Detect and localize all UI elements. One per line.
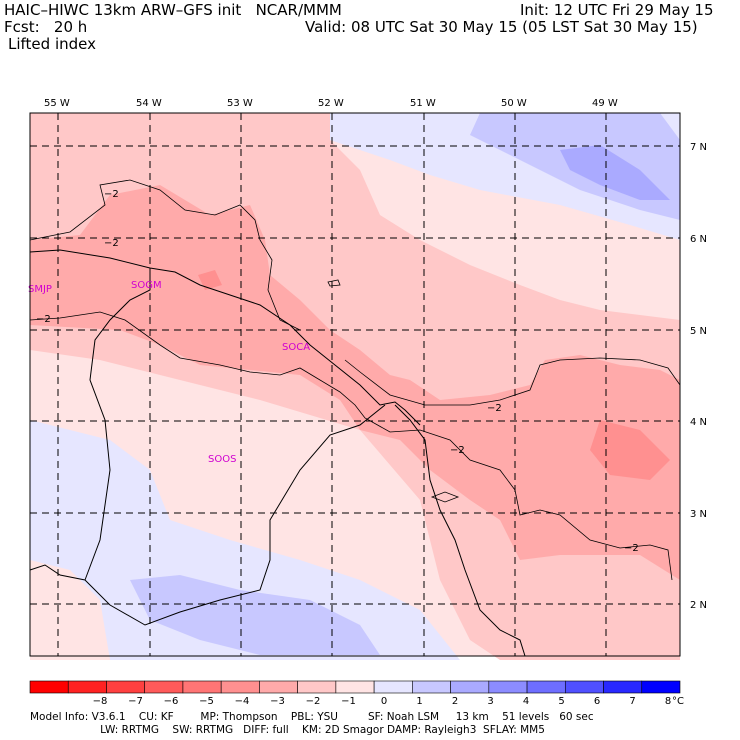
station-sogm: SOGM [131, 280, 162, 291]
valid-time: Valid: 08 UTC Sat 30 May 15 (05 LST Sat … [305, 18, 698, 36]
station-soca: SOCA [282, 342, 310, 353]
model-title: HAIC–HIWC 13km ARW–GFS init NCAR/MMM [4, 1, 342, 19]
colorbar-swatch [564, 680, 604, 694]
colorbar-tick-label: 7 [629, 696, 635, 707]
station-smjp: SMJP [28, 284, 52, 295]
colorbar-swatch [335, 680, 375, 694]
coastlines [29, 249, 526, 657]
field-deep-coast [30, 185, 680, 580]
lon-label: 50 W [501, 98, 527, 109]
field-blue-north-core [560, 145, 670, 200]
colorbar-swatch [220, 680, 260, 694]
colorbar-swatch [603, 680, 643, 694]
field-deep-core [590, 420, 670, 480]
colorbar-tick-label: −4 [235, 696, 250, 707]
lat-label: 4 N [690, 417, 707, 428]
colorbar-tick-label: 3 [487, 696, 493, 707]
lon-label: 49 W [592, 98, 618, 109]
field-name: Lifted index [8, 35, 96, 53]
grid-lines [30, 113, 680, 656]
colorbar-tick-label: −1 [341, 696, 356, 707]
contour-label: −2 [450, 445, 465, 456]
colorbar-tick-label: −3 [270, 696, 285, 707]
lat-label: 2 N [690, 600, 707, 611]
colorbar-swatch [106, 680, 146, 694]
colorbar-swatch [373, 680, 413, 694]
lat-label: 3 N [690, 509, 707, 520]
lon-label: 54 W [136, 98, 162, 109]
colorbar-tick-label: 6 [594, 696, 600, 707]
field-pink-sw [30, 560, 110, 660]
lon-label: 51 W [410, 98, 436, 109]
map-frame [29, 112, 681, 657]
model-info-line2: LW: RRTMG SW: RRTMG DIFF: full KM: 2D Sm… [30, 724, 545, 736]
colorbar-tick-label: −8 [93, 696, 108, 707]
colorbar-tick-label: −5 [199, 696, 214, 707]
lon-label: 53 W [227, 98, 253, 109]
colorbar-swatch [488, 680, 528, 694]
colorbar: −8 −7 −6 −5 −4 −3 −2 −1 0 1 2 3 4 5 6 7 8 [29, 680, 681, 707]
forecast-hour: Fcst: 20 h [4, 18, 88, 36]
colorbar-swatch [144, 680, 184, 694]
colorbar-swatch [67, 680, 107, 694]
colorbar-swatch [259, 680, 298, 694]
init-time: Init: 12 UTC Fri 29 May 15 [520, 1, 714, 19]
lon-label: 52 W [318, 98, 344, 109]
colorbar-swatch [526, 680, 566, 694]
colorbar-swatch [29, 680, 69, 694]
colorbar-tick-label: 2 [452, 696, 458, 707]
colorbar-tick-label: −7 [128, 696, 143, 707]
colorbar-swatch [412, 680, 451, 694]
colorbar-swatch [641, 680, 681, 694]
colorbar-unit: °C [672, 696, 684, 707]
lon-label: 55 W [44, 98, 70, 109]
colorbar-tick-label: 1 [416, 696, 422, 707]
contour-label: −2 [104, 238, 119, 249]
colorbar-swatch [182, 680, 222, 694]
model-info-line1: Model Info: V3.6.1 CU: KF MP: Thompson P… [30, 711, 594, 723]
colorbar-swatch [450, 680, 490, 694]
contour-label: −2 [36, 314, 51, 325]
colorbar-tick-label: 8 [665, 696, 671, 707]
lat-label: 5 N [690, 326, 707, 337]
field-blue-south-core [130, 575, 380, 655]
contour-label: −2 [624, 543, 639, 554]
colorbar-tick-label: −2 [306, 696, 321, 707]
lat-label: 6 N [690, 234, 707, 245]
station-soos: SOOS [208, 454, 236, 465]
field-blue-south [30, 420, 460, 660]
field-deep-spot [198, 270, 222, 290]
contour-lines [29, 179, 681, 581]
contour-label: −2 [104, 189, 119, 200]
colorbar-tick-label: 5 [558, 696, 564, 707]
colorbar-tick-label: 0 [381, 696, 387, 707]
colorbar-swatch [297, 680, 337, 694]
colorbar-tick-label: 4 [523, 696, 529, 707]
lat-label: 7 N [690, 142, 707, 153]
contour-label: −2 [487, 403, 502, 414]
colorbar-tick-label: −6 [164, 696, 179, 707]
